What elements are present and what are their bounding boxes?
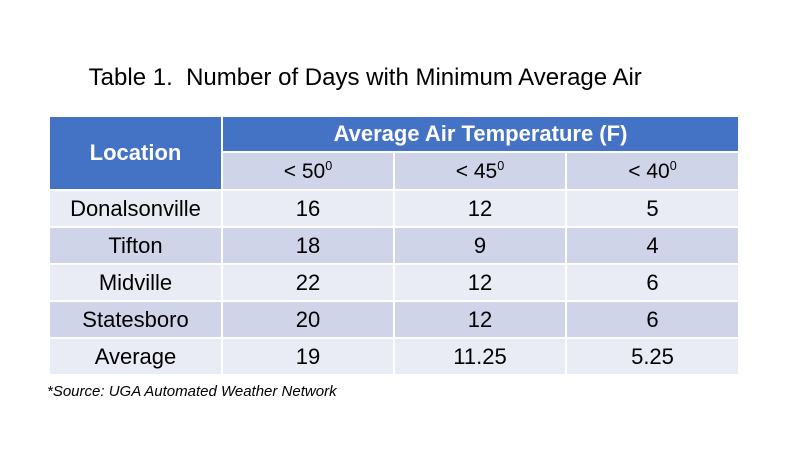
value-cell: 6 bbox=[566, 301, 739, 338]
table-row: Tifton 18 9 4 bbox=[49, 227, 739, 264]
row-label: Tifton bbox=[49, 227, 222, 264]
superscript: 0 bbox=[669, 158, 677, 173]
value-cell: 11.25 bbox=[394, 338, 566, 375]
value-cell: 16 bbox=[222, 190, 394, 227]
value-cell: 4 bbox=[566, 227, 739, 264]
temperature-table: Location Average Air Temperature (F) < 5… bbox=[49, 116, 739, 375]
row-label: Statesboro bbox=[49, 301, 222, 338]
column-header-location: Location bbox=[49, 116, 222, 190]
table-row: Donalsonville 16 12 5 bbox=[49, 190, 739, 227]
source-note: *Source: UGA Automated Weather Network bbox=[47, 383, 337, 400]
column-header-lt50: < 500 bbox=[222, 152, 394, 190]
value-cell: 12 bbox=[394, 264, 566, 301]
value-cell: 20 bbox=[222, 301, 394, 338]
table-row: Statesboro 20 12 6 bbox=[49, 301, 739, 338]
row-label: Donalsonville bbox=[49, 190, 222, 227]
superscript: 0 bbox=[497, 158, 505, 173]
value-cell: 12 bbox=[394, 301, 566, 338]
value-cell: 19 bbox=[222, 338, 394, 375]
value-cell: 9 bbox=[394, 227, 566, 264]
threshold-label: < 50 bbox=[283, 159, 326, 183]
header-row-thresholds: < 500 < 450 < 400 bbox=[49, 152, 739, 190]
threshold-label: < 40 bbox=[628, 159, 670, 183]
column-header-lt40: < 400 bbox=[566, 152, 739, 190]
threshold-label: < 45 bbox=[455, 159, 498, 183]
value-cell: 18 bbox=[222, 227, 394, 264]
column-group-header: Average Air Temperature (F) bbox=[222, 116, 739, 152]
value-cell: 5.25 bbox=[566, 338, 739, 375]
superscript: 0 bbox=[325, 158, 333, 173]
row-label: Midville bbox=[49, 264, 222, 301]
value-cell: 5 bbox=[566, 190, 739, 227]
table-row: Midville 22 12 6 bbox=[49, 264, 739, 301]
row-label: Average bbox=[49, 338, 222, 375]
table-row: Average 19 11.25 5.25 bbox=[49, 338, 739, 375]
column-header-lt45: < 450 bbox=[394, 152, 566, 190]
value-cell: 6 bbox=[566, 264, 739, 301]
header-row-group: Location Average Air Temperature (F) bbox=[49, 116, 739, 190]
value-cell: 12 bbox=[394, 190, 566, 227]
value-cell: 22 bbox=[222, 264, 394, 301]
caption-line-1: Table 1. Number of Days with Minimum Ave… bbox=[88, 64, 642, 91]
